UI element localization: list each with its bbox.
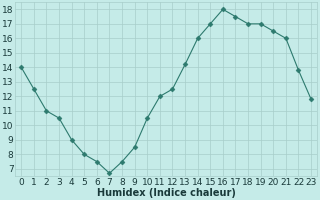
- X-axis label: Humidex (Indice chaleur): Humidex (Indice chaleur): [97, 188, 236, 198]
